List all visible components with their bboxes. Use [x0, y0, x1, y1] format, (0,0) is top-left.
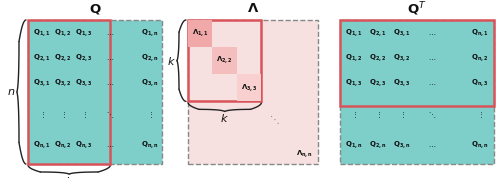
Text: $\mathbf{Q_{3,2}}$: $\mathbf{Q_{3,2}}$ — [393, 52, 410, 64]
Text: $\vdots$: $\vdots$ — [476, 110, 482, 120]
Text: $\mathbf{Q_{1,3}}$: $\mathbf{Q_{1,3}}$ — [345, 77, 362, 89]
Text: $\cdots$: $\cdots$ — [106, 80, 114, 86]
Text: $\mathbf{Q_{n,n}}$: $\mathbf{Q_{n,n}}$ — [141, 139, 158, 151]
Bar — [28, 20, 162, 164]
Bar — [188, 20, 317, 164]
Text: $\mathbf{Q_{2,n}}$: $\mathbf{Q_{2,n}}$ — [141, 52, 158, 64]
Text: $\mathbf{Q_{1,2}}$: $\mathbf{Q_{1,2}}$ — [345, 52, 362, 64]
Text: $\mathbf{Q_{2,2}}$: $\mathbf{Q_{2,2}}$ — [54, 52, 72, 64]
Text: $\mathbf{\Lambda_{2,2}}$: $\mathbf{\Lambda_{2,2}}$ — [216, 55, 232, 66]
Text: $\mathbf{Q}$: $\mathbf{Q}$ — [89, 2, 101, 16]
Text: $\vdots$: $\vdots$ — [60, 110, 66, 120]
Text: $\vdots$: $\vdots$ — [39, 110, 45, 120]
Text: $k$: $k$ — [166, 55, 175, 67]
Text: $n$: $n$ — [7, 87, 15, 97]
Text: $\mathbf{Q_{1,n}}$: $\mathbf{Q_{1,n}}$ — [345, 139, 362, 151]
Text: $\mathbf{Q_{2,1}}$: $\mathbf{Q_{2,1}}$ — [369, 27, 386, 39]
Text: $\vdots$: $\vdots$ — [350, 110, 356, 120]
Bar — [188, 20, 261, 101]
Text: $\ddots$: $\ddots$ — [427, 110, 435, 120]
Text: $\mathbf{Q_{n,1}}$: $\mathbf{Q_{n,1}}$ — [33, 139, 51, 151]
Text: $\mathbf{Q_{2,2}}$: $\mathbf{Q_{2,2}}$ — [369, 52, 386, 64]
Text: $\mathbf{\Lambda_{3,3}}$: $\mathbf{\Lambda_{3,3}}$ — [240, 82, 257, 94]
Text: $\mathbf{Q_{2,3}}$: $\mathbf{Q_{2,3}}$ — [369, 77, 386, 89]
Text: $k$: $k$ — [220, 112, 228, 124]
Text: $\mathbf{Q_{n,3}}$: $\mathbf{Q_{n,3}}$ — [75, 139, 93, 151]
Text: $\mathbf{Q_{2,1}}$: $\mathbf{Q_{2,1}}$ — [33, 52, 51, 64]
Text: $\vdots$: $\vdots$ — [398, 110, 404, 120]
Bar — [339, 20, 493, 106]
Text: $\cdots$: $\cdots$ — [106, 142, 114, 148]
Text: $\mathbf{\Lambda_{n,n}}$: $\mathbf{\Lambda_{n,n}}$ — [295, 148, 312, 160]
Bar — [236, 74, 261, 101]
Text: $\mathbf{Q_{n,n}}$: $\mathbf{Q_{n,n}}$ — [470, 139, 488, 151]
Text: $\mathbf{Q_{n,2}}$: $\mathbf{Q_{n,2}}$ — [54, 139, 72, 151]
Text: $\mathbf{Q_{3,2}}$: $\mathbf{Q_{3,2}}$ — [54, 77, 72, 89]
Bar — [28, 20, 110, 164]
Text: $\mathbf{Q_{n,2}}$: $\mathbf{Q_{n,2}}$ — [470, 52, 487, 64]
Text: $\mathbf{Q_{3,3}}$: $\mathbf{Q_{3,3}}$ — [393, 77, 410, 89]
Text: $\cdots$: $\cdots$ — [427, 142, 435, 148]
Text: $\mathbf{Q_{3,1}}$: $\mathbf{Q_{3,1}}$ — [33, 77, 51, 89]
Text: $\vdots$: $\vdots$ — [147, 110, 153, 120]
Text: $\vdots$: $\vdots$ — [374, 110, 380, 120]
Text: $\mathbf{Q_{1,3}}$: $\mathbf{Q_{1,3}}$ — [75, 27, 92, 39]
Text: $\cdots$: $\cdots$ — [427, 30, 435, 36]
Text: $\cdots$: $\cdots$ — [106, 55, 114, 61]
Text: $\mathbf{Q_{3,n}}$: $\mathbf{Q_{3,n}}$ — [392, 139, 410, 151]
Bar — [212, 47, 236, 74]
Text: $\mathbf{Q_{2,3}}$: $\mathbf{Q_{2,3}}$ — [75, 52, 92, 64]
Bar — [188, 20, 212, 47]
Text: $\cdots$: $\cdots$ — [106, 30, 114, 36]
Text: $\ddots$: $\ddots$ — [269, 113, 279, 126]
Text: $\mathbf{Q_{1,1}}$: $\mathbf{Q_{1,1}}$ — [33, 27, 51, 39]
Text: $\mathbf{Q_{3,n}}$: $\mathbf{Q_{3,n}}$ — [141, 77, 158, 89]
Text: $\mathbf{Q_{n,1}}$: $\mathbf{Q_{n,1}}$ — [470, 27, 488, 39]
Text: $\cdots$: $\cdots$ — [427, 80, 435, 86]
Text: $\mathbf{\Lambda_{1,1}}$: $\mathbf{\Lambda_{1,1}}$ — [191, 28, 208, 39]
Text: $\mathbf{Q_{n,3}}$: $\mathbf{Q_{n,3}}$ — [470, 77, 487, 89]
Text: $\mathbf{Q_{1,n}}$: $\mathbf{Q_{1,n}}$ — [141, 27, 158, 39]
Text: $\mathbf{\Lambda}$: $\mathbf{\Lambda}$ — [246, 2, 259, 15]
Text: $\ddots$: $\ddots$ — [106, 110, 114, 120]
Text: $\mathbf{Q}^T$: $\mathbf{Q}^T$ — [406, 0, 426, 18]
Text: $\mathbf{Q_{2,n}}$: $\mathbf{Q_{2,n}}$ — [369, 139, 386, 151]
Text: $\mathbf{Q_{3,3}}$: $\mathbf{Q_{3,3}}$ — [75, 77, 92, 89]
Text: $k$: $k$ — [65, 175, 74, 178]
Text: $\mathbf{Q_{1,2}}$: $\mathbf{Q_{1,2}}$ — [54, 27, 72, 39]
Text: $\mathbf{Q_{3,1}}$: $\mathbf{Q_{3,1}}$ — [393, 27, 410, 39]
Bar — [339, 20, 493, 164]
Text: $\vdots$: $\vdots$ — [81, 110, 87, 120]
Text: $\cdots$: $\cdots$ — [427, 55, 435, 61]
Text: $\mathbf{Q_{1,1}}$: $\mathbf{Q_{1,1}}$ — [345, 27, 362, 39]
